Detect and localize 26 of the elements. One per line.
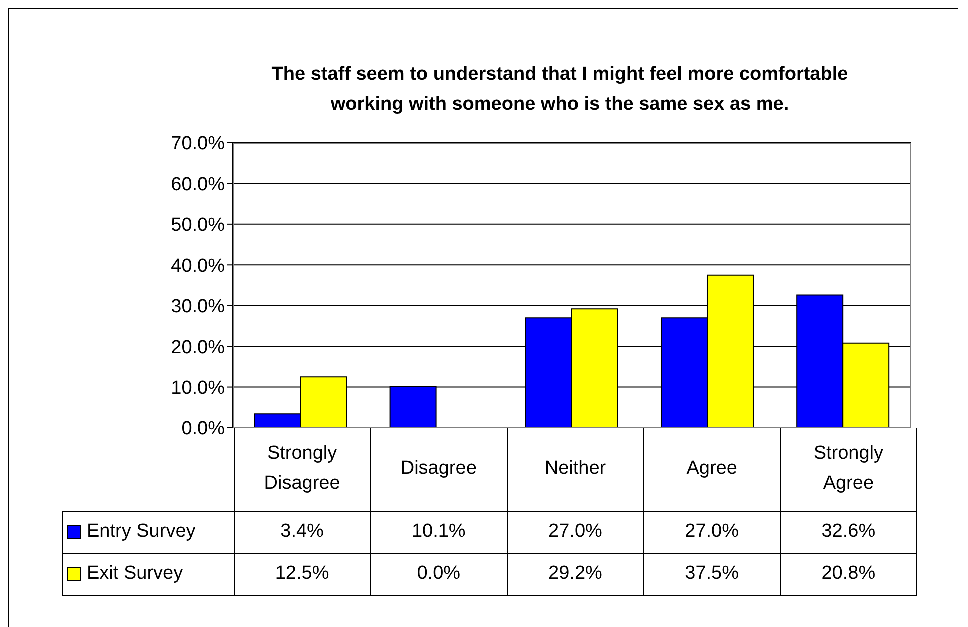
y-tick-label: 60.0% bbox=[171, 174, 226, 196]
legend-label: Entry Survey bbox=[87, 520, 196, 542]
data-label: 20.8% bbox=[780, 553, 917, 595]
data-label: 3.4% bbox=[234, 511, 371, 553]
y-tick-label: 50.0% bbox=[171, 215, 226, 236]
y-tick-label: 30.0% bbox=[171, 296, 226, 318]
x-tick-label: Agree bbox=[686, 457, 738, 482]
data-label: 32.6% bbox=[780, 511, 917, 553]
data-label: 10.1% bbox=[370, 511, 508, 553]
y-tick-label: 70.0% bbox=[171, 134, 226, 155]
data-label: 0.0% bbox=[370, 553, 508, 595]
x-tick-label: Disagree bbox=[400, 457, 478, 482]
y-tick-label: 40.0% bbox=[171, 256, 226, 277]
data-label: 37.5% bbox=[644, 553, 780, 595]
y-tick-label: 10.0% bbox=[171, 378, 226, 400]
data-label: 27.0% bbox=[507, 511, 644, 553]
chart-title: The staff seem to understand that I might feel more comfortable working with someone who is the same sex as me. bbox=[270, 63, 850, 117]
data-label: 27.0% bbox=[644, 511, 780, 553]
legend-label: Exit Survey bbox=[87, 562, 184, 584]
y-tick-label: 20.0% bbox=[171, 337, 226, 358]
data-label: 12.5% bbox=[234, 553, 371, 595]
x-tick-label: Strongly Agree bbox=[812, 442, 885, 496]
x-tick-label: Strongly Disagree bbox=[263, 442, 342, 496]
x-tick-label: Neither bbox=[544, 457, 608, 482]
y-tick-label: 0.0% bbox=[182, 418, 226, 440]
data-label: 29.2% bbox=[507, 553, 644, 595]
